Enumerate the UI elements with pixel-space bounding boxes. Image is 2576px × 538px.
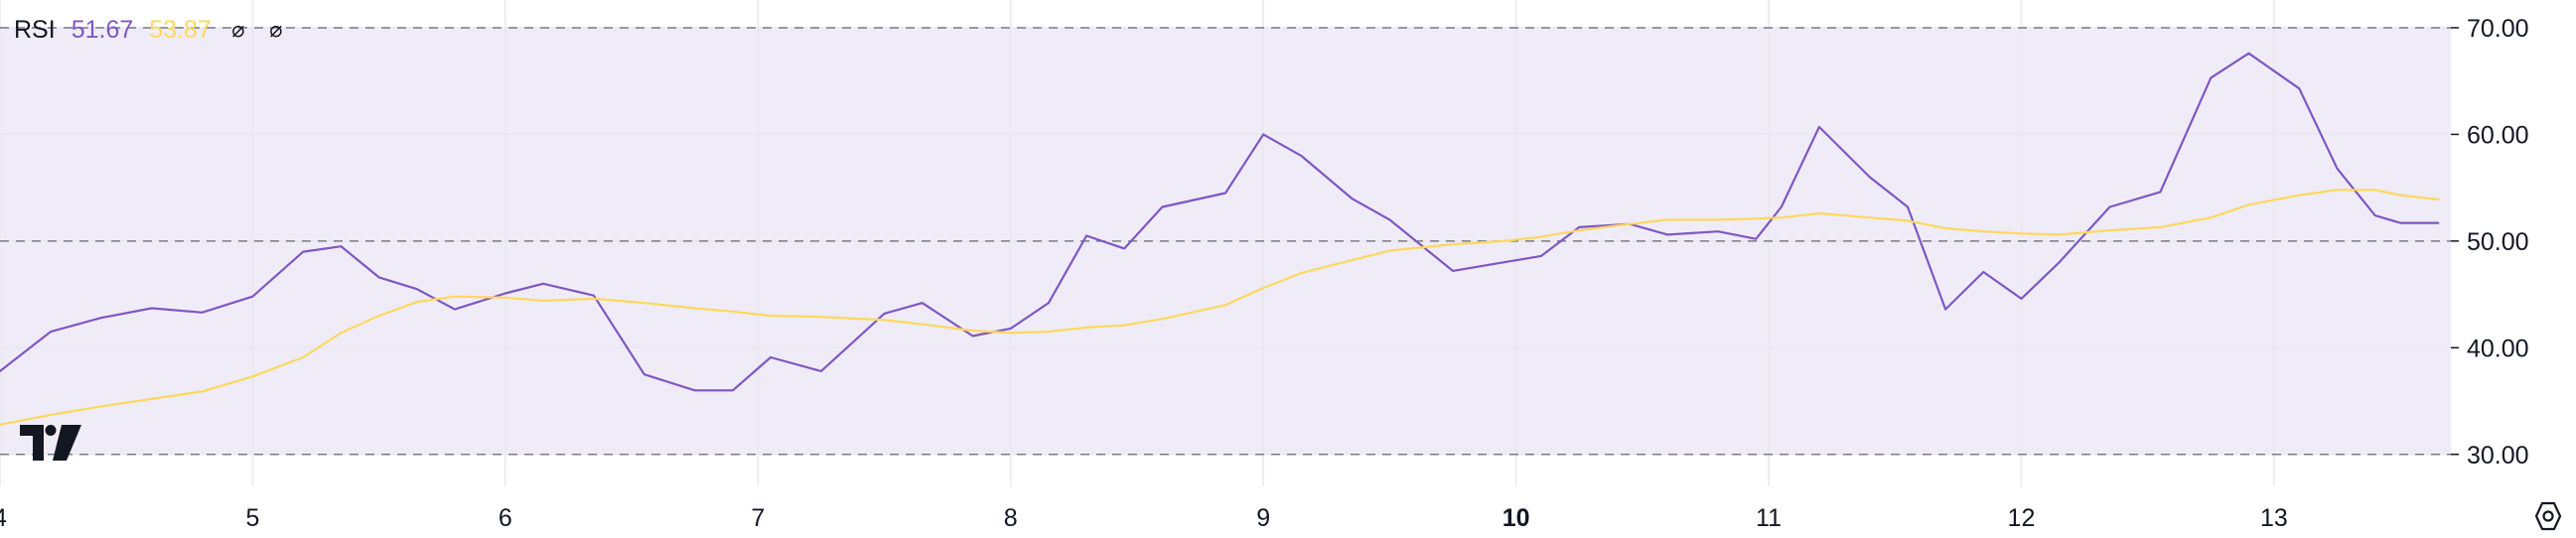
y-tick-label: 50.00	[2467, 228, 2529, 256]
x-tick-label: 11	[1756, 504, 1782, 532]
x-tick-label: 4	[0, 504, 7, 532]
y-tick-label: 30.00	[2467, 442, 2529, 470]
x-tick-label: 10	[1503, 504, 1530, 532]
rsi-value: 51.67	[71, 16, 134, 44]
indicator-legend[interactable]: RSI 51.67 53.87 ⌀ ⌀	[14, 12, 287, 48]
empty-value-icon: ⌀	[231, 17, 245, 42]
x-tick-label: 5	[245, 504, 259, 532]
level-lines	[0, 27, 2451, 456]
x-tick-label: 12	[2008, 504, 2036, 532]
x-tick-label: 8	[1004, 504, 1018, 532]
chart-settings-icon[interactable]	[2532, 500, 2564, 532]
x-axis: 4 5 6 7 8 9 10 11 12 13	[0, 504, 2288, 532]
y-tick-label: 60.00	[2467, 121, 2529, 149]
series-line-rsi	[0, 52, 2440, 392]
y-tick-label: 40.00	[2467, 335, 2529, 362]
x-tick-label: 6	[499, 504, 512, 532]
indicator-name[interactable]: RSI	[14, 16, 56, 44]
x-tick-label: 7	[751, 504, 765, 532]
tradingview-logo-icon[interactable]	[20, 425, 81, 461]
y-tick-label: 70.00	[2467, 15, 2529, 43]
x-tick-label: 9	[1256, 504, 1270, 532]
series-line-rsi-based-ma	[0, 189, 2440, 426]
y-axis: 70.00 60.00 50.00 40.00 30.00	[2451, 15, 2529, 470]
x-tick-label: 13	[2260, 504, 2288, 532]
ma-value: 53.87	[149, 16, 212, 44]
series-lines	[0, 52, 2440, 426]
empty-value-icon: ⌀	[269, 17, 283, 42]
